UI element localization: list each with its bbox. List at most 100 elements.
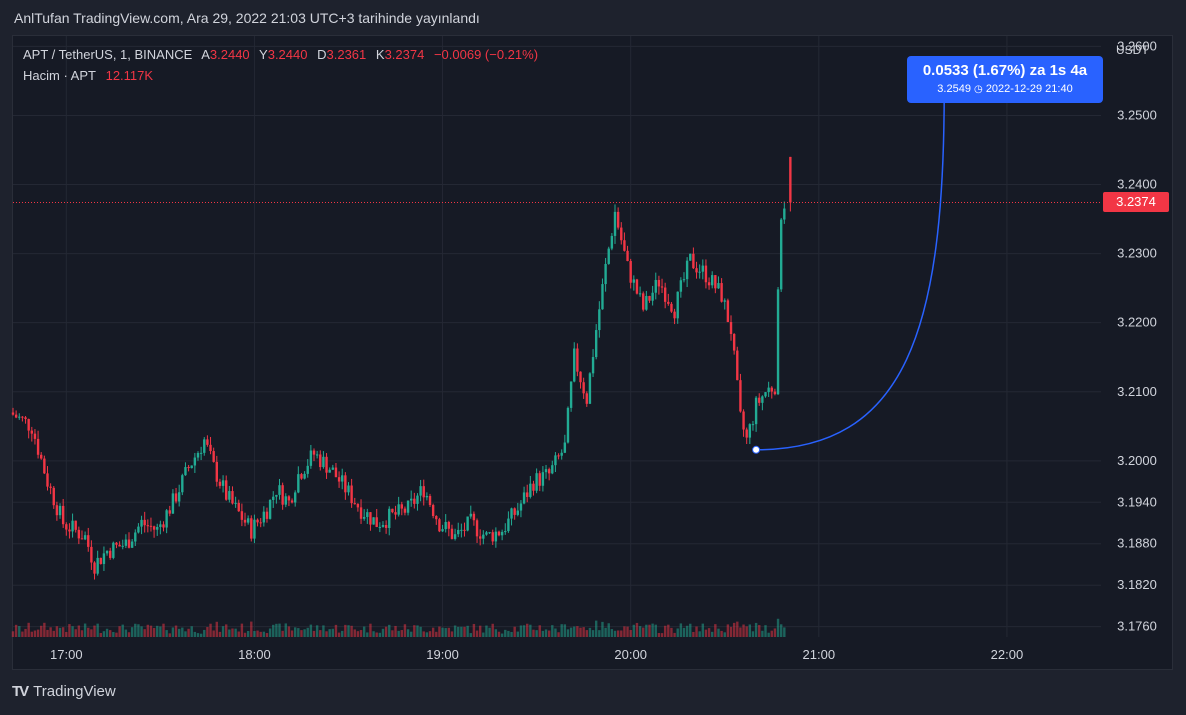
candle-body [607,248,610,264]
volume-bar [579,627,582,637]
candle-body [472,513,476,521]
volume-bar [776,618,780,637]
candlesticks[interactable] [11,156,792,580]
volume-bar [83,623,87,637]
candle-body [591,357,595,374]
candle-body [425,495,429,498]
candle-body [704,265,708,283]
volume-bar [284,623,287,637]
candle-body [134,532,137,542]
candle-body [529,483,532,497]
volume-bar [118,626,121,637]
candle-body [457,529,460,535]
measure-main-text: 0.0533 (1.67%) za 1s 4a [922,62,1088,79]
chart-frame[interactable] [12,35,1173,670]
volume-bar [723,632,726,637]
candle-body [742,411,745,430]
volume-bar [268,628,272,637]
candle-body [149,525,153,527]
volume-bar [400,630,403,637]
volume-bar [90,629,93,637]
candle-body [783,208,786,220]
price-tick-label: 3.2400 [1117,177,1157,192]
price-unit-label[interactable]: USDT [1116,43,1149,57]
volume-bar [209,623,212,637]
volume-bar [516,631,520,637]
candle-body [43,458,46,474]
candle-body [642,293,645,310]
candle-body [137,526,140,533]
volume-bar [692,631,695,637]
candle-body [604,263,607,285]
volume-bar [535,630,538,637]
volume-bar [231,628,234,637]
symbol-label[interactable]: APT / TetherUS, 1, BINANCE [23,47,193,62]
price-tick-label: 3.1880 [1117,536,1157,551]
volume-bar [369,623,372,637]
volume-bar [591,630,595,637]
volume-bar [460,626,463,637]
candle-body [93,562,96,574]
volume-bar [660,633,664,637]
measure-label[interactable]: 0.0533 (1.67%) za 1s 4a 3.2549 ◷ 2022-12… [907,56,1103,103]
volume-bar [758,625,761,637]
volume-bar [563,624,567,637]
candle-body [240,511,244,520]
volume-bar [206,627,209,637]
volume-bar [146,624,150,637]
volume-bar [319,630,322,637]
candle-body [199,452,203,454]
candle-body [654,279,657,293]
candle-body [246,518,250,523]
candle-body [162,524,165,528]
candle-body [287,496,291,501]
volume-bar [748,624,752,637]
candle-body [582,382,585,394]
volume-bar [573,626,576,637]
candle-body [485,532,488,535]
candle-body [11,412,15,415]
price-axis[interactable]: 3.2600 3.2500 3.2400 3.2300 3.2200 3.2100 3.20… [1117,38,1157,633]
volume-bar [547,630,551,637]
clock-icon: ◷ [974,84,983,95]
tradingview-logo[interactable]: TV TradingView [12,683,116,700]
candle-body [27,419,30,431]
volume-bar [184,631,187,637]
candle-body [105,550,109,554]
volume-bar [610,629,614,637]
candle-body [99,557,102,564]
volume-bar [312,630,316,637]
candle-body [660,286,664,288]
volume-label[interactable]: Hacim · APT [23,68,96,83]
volume-bar [745,626,748,637]
candle-body [118,544,121,547]
volume-bar [428,631,432,637]
candle-body [350,485,353,504]
volume-bar [33,630,37,637]
volume-bar [165,630,168,637]
close-value: 3.2374 [384,47,425,62]
volume-bar [453,625,457,637]
candle-body [431,504,435,517]
volume-bar [293,627,297,637]
candle-body [635,279,639,294]
grid [13,36,1101,637]
price-tick-label: 3.1760 [1117,619,1157,634]
chart-legend: APT / TetherUS, 1, BINANCE A3.2440 Y3.24… [23,44,538,86]
measure-start-handle[interactable] [752,445,761,454]
volume-bar [14,624,18,637]
volume-bar [557,632,560,637]
volume-bar [754,622,758,637]
volume-bar [362,626,366,637]
candle-body [184,467,187,476]
candle-body [667,301,670,304]
volume-bar [246,630,250,637]
candle-body [670,303,673,312]
volume-bar [350,625,353,637]
volume-bar [102,631,106,637]
candle-body [174,493,178,502]
candle-body [673,311,676,319]
volume-bar [616,630,620,637]
time-axis[interactable]: 17:00 18:00 19:00 20:00 21:00 22:00 [50,647,1023,662]
